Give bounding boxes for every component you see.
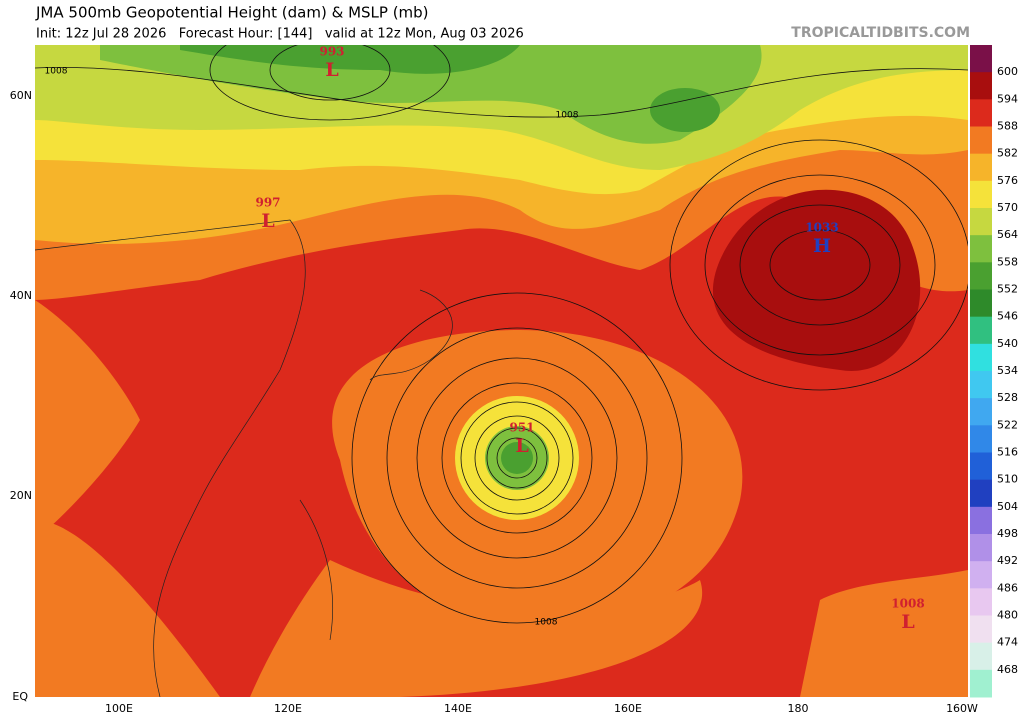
colorbar-label: 582 — [997, 147, 1018, 160]
site-name: TROPICALTIDBITS.COM — [791, 25, 970, 41]
colorbar-label: 510 — [997, 473, 1018, 486]
colorbar-label: 600 — [997, 65, 1018, 78]
colorbar-label: 480 — [997, 609, 1018, 622]
lon-label: 160W — [946, 702, 978, 715]
isobars — [35, 45, 968, 624]
colorbar-label: 474 — [997, 636, 1018, 649]
pressure-center: L — [325, 59, 338, 81]
colorbar-label: 522 — [997, 418, 1018, 431]
colorbar-cell — [970, 479, 992, 508]
pressure-value: 1033 — [805, 221, 838, 235]
colorbar-cell — [970, 153, 992, 182]
contour-label: 1008 — [556, 111, 579, 121]
colorbar-label: 558 — [997, 255, 1018, 268]
lon-label: 140E — [444, 702, 472, 715]
colorbar-cell — [970, 262, 992, 290]
colorbar-cell — [970, 99, 992, 127]
colorbar-label: 528 — [997, 391, 1018, 404]
colorbar-cell — [970, 615, 992, 644]
pressure-center: L — [515, 435, 528, 457]
colorbar-cell — [970, 343, 992, 372]
colorbar-label: 588 — [997, 120, 1018, 133]
lon-label: 160E — [614, 702, 642, 715]
colorbar-cell — [970, 180, 992, 209]
colorbar-label: 564 — [997, 228, 1018, 241]
pressure-value: 1008 — [891, 597, 924, 611]
colorbar-cell — [970, 126, 992, 155]
colorbar-label: 504 — [997, 500, 1018, 513]
lat-label: 20N — [10, 489, 32, 502]
colorbar-label: 486 — [997, 581, 1018, 594]
colorbar-label: 594 — [997, 92, 1018, 105]
colorbar-label: 534 — [997, 364, 1018, 377]
lon-label: 180 — [788, 702, 809, 715]
colorbar-cell — [970, 588, 992, 616]
pressure-center: L — [901, 611, 914, 633]
colorbar-cell — [970, 398, 992, 426]
colorbar-cell — [970, 561, 992, 589]
colorbar-cell — [970, 642, 992, 671]
lat-label: 60N — [10, 89, 32, 102]
pressure-value: 951 — [509, 421, 534, 435]
map — [35, 45, 968, 697]
colorbar-label: 570 — [997, 201, 1018, 214]
colorbar-label: 516 — [997, 446, 1018, 459]
lat-label: EQ — [12, 690, 28, 703]
lon-label: 120E — [274, 702, 302, 715]
colorbar-cell — [970, 669, 992, 698]
colorbar-cell — [970, 208, 992, 236]
colorbar-cell — [970, 72, 992, 100]
subtitle: Init: 12z Jul 28 2026 Forecast Hour: [14… — [36, 27, 524, 42]
lat-label: 40N — [10, 289, 32, 302]
contour-label: 1008 — [45, 67, 68, 77]
colorbar-label: 546 — [997, 310, 1018, 323]
colorbar-cell — [970, 316, 992, 345]
colorbar-label: 492 — [997, 554, 1018, 567]
colorbar-cell — [970, 506, 992, 535]
colorbar-label: 576 — [997, 174, 1018, 187]
colorbar-label: 540 — [997, 337, 1018, 350]
colorbar-label: 552 — [997, 283, 1018, 296]
colorbar-label: 468 — [997, 663, 1018, 676]
lon-label: 100E — [105, 702, 133, 715]
title: JMA 500mb Geopotential Height (dam) & MS… — [35, 4, 429, 22]
pressure-value: 993 — [319, 45, 344, 59]
colorbar-cell — [970, 452, 992, 481]
colorbar-cell — [970, 371, 992, 399]
colorbar-label: 498 — [997, 527, 1018, 540]
pressure-center: H — [813, 235, 831, 257]
contour-label: 1008 — [535, 618, 558, 628]
coastlines — [35, 219, 453, 697]
colorbar-cell — [970, 289, 992, 318]
colorbar-cell — [970, 45, 992, 73]
pressure-value: 997 — [255, 196, 280, 210]
colorbar-cell — [970, 235, 992, 263]
colorbar-cell — [970, 534, 992, 562]
colorbar: 600 594 588 582 576 570 564 558 552 546 540 534 528 5… — [970, 45, 1018, 698]
pressure-center: L — [261, 210, 274, 232]
colorbar-cell — [970, 425, 992, 453]
